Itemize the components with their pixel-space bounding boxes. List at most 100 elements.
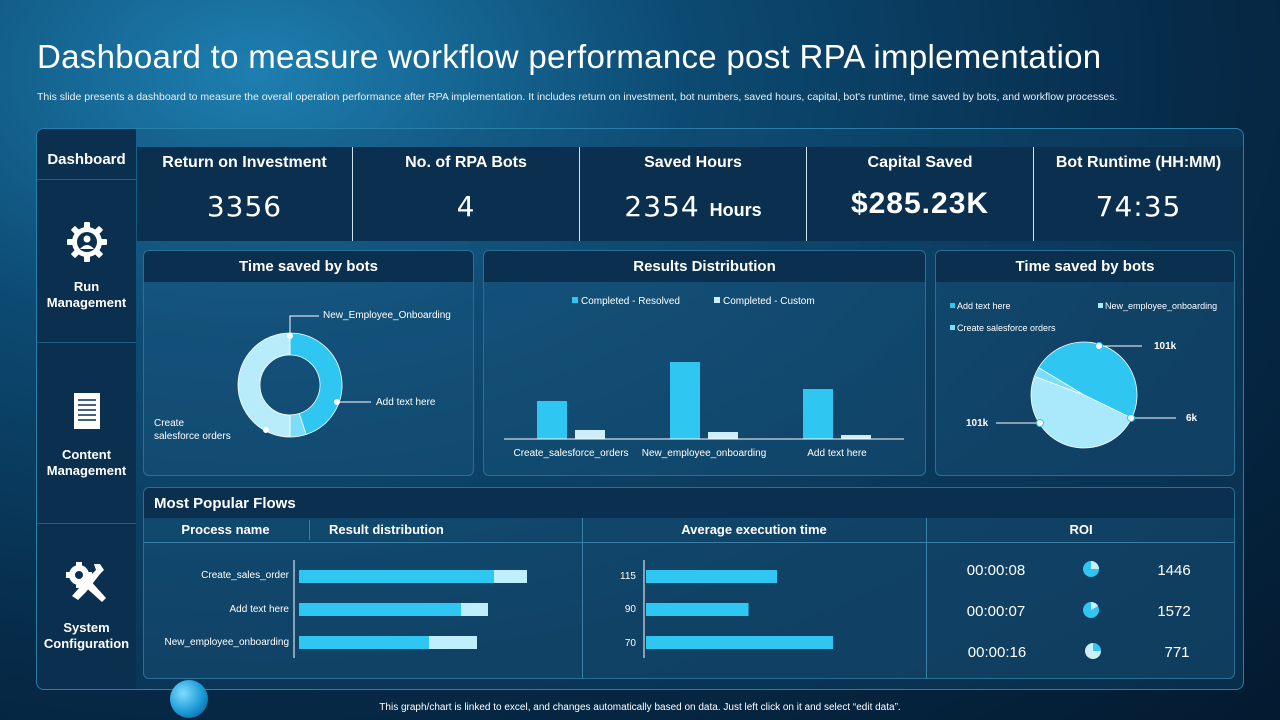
page-title: Dashboard to measure workflow performanc… bbox=[37, 38, 1102, 75]
sidebar-divider bbox=[37, 179, 136, 180]
panel-title: Results Distribution bbox=[484, 251, 925, 282]
execution-bar bbox=[646, 636, 833, 649]
leader-dot bbox=[263, 427, 269, 433]
x-tick-label: Add text here bbox=[807, 448, 867, 459]
header-divider bbox=[144, 542, 1234, 543]
popular-flows-panel: Most Popular Flows Process name Result d… bbox=[143, 487, 1235, 679]
roi-pie-slice bbox=[1091, 601, 1098, 610]
results-bar bbox=[537, 401, 567, 439]
kpi-roi: Return on Investment 3356 bbox=[137, 147, 352, 241]
execution-time-bars bbox=[646, 570, 833, 649]
donut-label: salesforce orders bbox=[154, 431, 231, 442]
execution-bar bbox=[646, 570, 777, 583]
column-header: Process name bbox=[181, 522, 270, 537]
sidebar-item-label-line2: Management bbox=[46, 463, 127, 478]
gear-person-icon bbox=[66, 222, 107, 262]
result-distribution-bars bbox=[299, 570, 527, 649]
roi-pie-slice bbox=[1091, 561, 1099, 569]
roi-pie-slice bbox=[1093, 643, 1101, 651]
legend-swatch bbox=[950, 325, 955, 330]
legend-swatch bbox=[572, 297, 578, 303]
kpi-value: 74:35 bbox=[1095, 190, 1182, 223]
sidebar-item-label-line1: System bbox=[63, 620, 110, 635]
pie-chart: Add text here New_employee_onboarding Cr… bbox=[950, 301, 1217, 449]
kpi-value: $285.23K bbox=[850, 187, 990, 220]
kpi-bot-runtime: Bot Runtime (HH:MM) 74:35 bbox=[1034, 147, 1243, 241]
sidebar-item-label: System Configuration bbox=[37, 620, 136, 652]
distribution-bar bbox=[494, 570, 527, 583]
column-divider bbox=[582, 518, 583, 678]
process-name: Create_sales_order bbox=[201, 570, 289, 581]
donut-chart: New_Employee_Onboarding Add text here Cr… bbox=[154, 310, 451, 442]
distribution-bar bbox=[461, 603, 488, 616]
pie-slices bbox=[1030, 341, 1138, 449]
roi-value: 1572 bbox=[1157, 603, 1191, 620]
roi-value: 771 bbox=[1164, 644, 1190, 661]
legend-swatch bbox=[714, 297, 720, 303]
panel-title: Most Popular Flows bbox=[144, 488, 1234, 518]
pie-slice bbox=[1038, 341, 1138, 419]
pie-panel: Time saved by bots Add text here New_emp… bbox=[935, 250, 1235, 476]
bar-data-label: 90 bbox=[625, 604, 637, 615]
roi-value: 1446 bbox=[1157, 562, 1191, 579]
roi-time: 00:00:07 bbox=[966, 603, 1026, 620]
distribution-bar bbox=[299, 570, 494, 583]
flows-bar-chart: 115 90 70 bbox=[293, 560, 1101, 659]
bar-data-label: 70 bbox=[625, 638, 637, 649]
column-divider bbox=[309, 520, 310, 540]
results-bar-chart: Completed - Resolved Completed - Custom … bbox=[504, 296, 904, 459]
pie-slice bbox=[1033, 367, 1085, 396]
sidebar-item-label-line2: Configuration bbox=[43, 636, 130, 651]
kpi-value: 2354 Hours bbox=[580, 190, 806, 223]
kpi-value: 3356 bbox=[206, 190, 283, 223]
pie-slice bbox=[237, 332, 291, 438]
results-bars bbox=[537, 362, 871, 439]
distribution-bar bbox=[429, 636, 477, 649]
leader-dot bbox=[1036, 419, 1044, 427]
kpi-divider bbox=[352, 147, 353, 241]
donut-label: Add text here bbox=[376, 397, 436, 408]
legend-label: New_employee_onboarding bbox=[1105, 301, 1217, 311]
sidebar-item-label-line1: Run bbox=[73, 279, 100, 294]
tools-icon bbox=[65, 562, 106, 602]
process-name: New_employee_onboarding bbox=[164, 637, 289, 648]
legend-label: Completed - Resolved bbox=[581, 296, 680, 307]
leader-dot bbox=[287, 333, 293, 339]
sidebar-item-label: Run Management bbox=[37, 279, 136, 311]
legend-label: Add text here bbox=[957, 301, 1011, 311]
legend-label: Completed - Custom bbox=[723, 296, 815, 307]
column-header: Result distribution bbox=[329, 522, 444, 537]
results-bar bbox=[803, 389, 833, 439]
sidebar-item-label: Content Management bbox=[37, 447, 136, 479]
process-name: Add text here bbox=[229, 604, 289, 615]
donut-slices bbox=[237, 332, 343, 438]
panel-title: Time saved by bots bbox=[936, 251, 1234, 282]
legend-swatch bbox=[1098, 303, 1103, 308]
kpi-value: 4 bbox=[456, 190, 476, 223]
column-divider bbox=[926, 518, 927, 678]
decorative-orb bbox=[170, 680, 208, 718]
page-subtitle: This slide presents a dashboard to measu… bbox=[37, 91, 1118, 103]
roi-pie-icons bbox=[1083, 561, 1101, 659]
x-tick-label: New_employee_onboarding bbox=[642, 448, 767, 459]
sidebar-item-content-management[interactable]: Content Management bbox=[37, 343, 136, 523]
kpi-label: No. of RPA Bots bbox=[405, 154, 527, 171]
leader-dot bbox=[334, 399, 340, 405]
pie-data-label: 101k bbox=[1154, 341, 1177, 352]
legend-label: Create salesforce orders bbox=[957, 323, 1056, 333]
legend-swatch bbox=[950, 303, 955, 308]
kpi-row: Return on Investment 3356 No. of RPA Bot… bbox=[137, 147, 1243, 241]
roi-time: 00:00:16 bbox=[967, 644, 1027, 661]
sidebar-item-system-configuration[interactable]: System Configuration bbox=[37, 524, 136, 689]
kpi-value-unit: Hours bbox=[709, 200, 762, 220]
distribution-bar bbox=[299, 636, 429, 649]
kpi-label: Capital Saved bbox=[867, 154, 973, 171]
kpi-label: Return on Investment bbox=[162, 154, 327, 171]
leader-dot bbox=[1127, 414, 1135, 422]
kpi-saved-hours: Saved Hours 2354 Hours bbox=[580, 147, 806, 241]
donut-label: Create bbox=[154, 418, 184, 429]
bar-data-label: 115 bbox=[620, 571, 636, 582]
sidebar-item-label-line2: Management bbox=[46, 295, 127, 310]
footer-note: This graph/chart is linked to excel, and… bbox=[379, 702, 901, 713]
sidebar-item-run-management[interactable]: Run Management bbox=[37, 180, 136, 342]
